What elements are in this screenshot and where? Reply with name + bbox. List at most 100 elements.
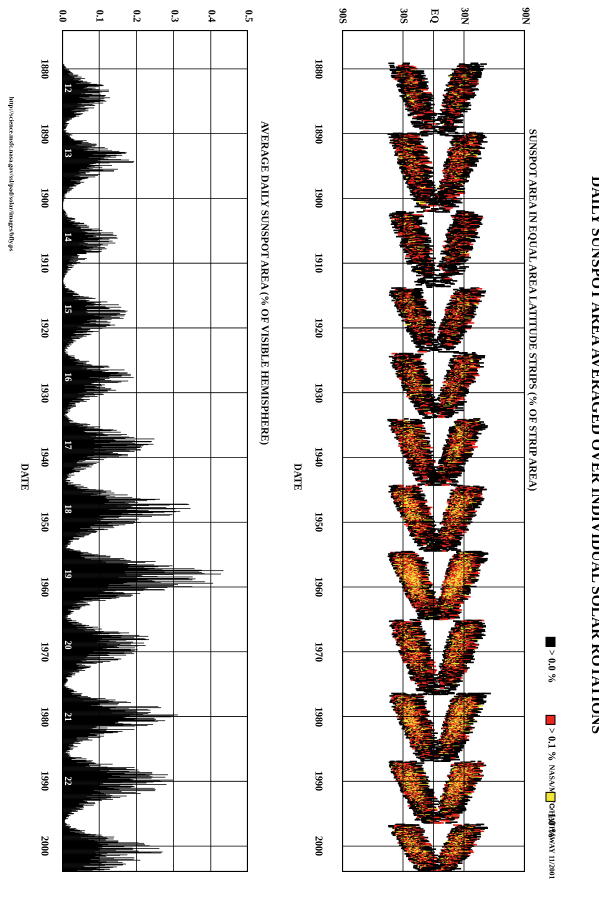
- area-bar: [62, 243, 80, 245]
- area-bar: [62, 136, 71, 137]
- area-bar: [62, 568, 148, 570]
- butterfly-xlabel: DATE: [292, 463, 303, 490]
- area-bar: [62, 574, 127, 576]
- area-bar: [62, 678, 67, 680]
- butterfly-date-tick-label: 1890: [313, 124, 324, 144]
- area-bar: [62, 247, 93, 249]
- area-bar: [62, 170, 115, 172]
- area-bar: [62, 775, 150, 777]
- area-bar: [62, 157, 105, 159]
- cycle-number-label: 18: [63, 505, 73, 514]
- area-bar: [62, 470, 80, 472]
- area-bar: [62, 231, 86, 233]
- area-bar: [62, 173, 86, 174]
- area-bar: [62, 244, 103, 245]
- area-bar: [62, 523, 109, 525]
- area-bar: [62, 595, 131, 597]
- area-bar: [62, 861, 99, 863]
- area-bar: [62, 109, 86, 111]
- area-bar: [62, 820, 65, 822]
- butterfly-frame: [342, 30, 525, 872]
- area-bar: [62, 68, 65, 70]
- area-bar: [62, 587, 148, 589]
- area-bar: [62, 736, 78, 738]
- area-bar: [62, 448, 137, 449]
- area-bar: [62, 182, 81, 184]
- area-bar: [62, 759, 86, 761]
- area-bar: [62, 422, 77, 424]
- area-bar: [62, 381, 97, 382]
- area-bar: [62, 654, 127, 656]
- area-bar: [62, 859, 141, 861]
- area-bar: [62, 190, 71, 191]
- area-bar: [62, 405, 69, 407]
- area-bar: [62, 637, 103, 639]
- area-bar: [62, 634, 140, 636]
- area-bar: [62, 790, 99, 792]
- area-bar: [62, 115, 80, 117]
- area-bar: [62, 345, 70, 347]
- area-bar: [62, 747, 69, 749]
- area-bar: [62, 467, 75, 469]
- area-bar: [62, 623, 82, 625]
- area-bar: [62, 858, 134, 860]
- area-bar: [62, 591, 105, 592]
- area-bar: [62, 547, 67, 549]
- area-bar: [62, 380, 112, 381]
- legend-swatch-red: [546, 714, 556, 725]
- area-bar: [62, 815, 69, 817]
- area-bar: [62, 501, 136, 503]
- area-bar: [62, 853, 108, 854]
- area-bar: [62, 817, 66, 819]
- area-bar: [62, 784, 167, 785]
- area-bar: [62, 122, 66, 123]
- area-bar: [62, 163, 94, 165]
- area-bar: [62, 296, 84, 297]
- area-bar: [62, 82, 92, 84]
- area-bar: [62, 276, 65, 278]
- area-bar: [62, 765, 101, 766]
- area-bar: [62, 822, 66, 824]
- area-bar: [62, 797, 112, 799]
- area-bar: [62, 465, 90, 467]
- area-bar: [62, 787, 155, 789]
- area-bar: [62, 76, 82, 78]
- area-bar: [62, 479, 66, 480]
- area-bar: [62, 660, 82, 661]
- area-bar: [62, 580, 153, 582]
- area-bar: [62, 315, 95, 316]
- area-bar: [62, 251, 101, 253]
- area-bar: [62, 326, 107, 327]
- area-bar: [62, 360, 90, 362]
- area-bar: [62, 235, 94, 237]
- area-bar: [62, 332, 76, 334]
- area-bar: [62, 468, 74, 469]
- area-bar: [62, 359, 80, 361]
- area-bar: [62, 354, 69, 355]
- area-bar: [62, 453, 119, 454]
- area-bar: [62, 221, 75, 223]
- area-bar: [62, 291, 75, 293]
- area-bar: [62, 689, 73, 691]
- butterfly-title: SUNSPOT AREA IN EQUAL AREA LATITUDE STRI…: [527, 129, 538, 491]
- area-bar: [62, 672, 73, 674]
- butterfly-date-tick-label: 1980: [313, 707, 324, 727]
- area-bar: [62, 817, 67, 819]
- area-bar: [62, 633, 121, 634]
- area-bar: [62, 496, 133, 498]
- area-bar: [62, 96, 90, 98]
- area-bar: [62, 724, 154, 725]
- area-bar: [62, 423, 80, 424]
- area-bar: [62, 343, 71, 344]
- area-bar: [62, 316, 120, 318]
- area-bar: [62, 375, 122, 377]
- area-bar: [62, 237, 88, 239]
- area-bar: [62, 185, 77, 186]
- area-bar: [62, 239, 84, 241]
- area-bar: [62, 569, 202, 571]
- area-bar: [62, 176, 80, 177]
- area-bar: [62, 149, 95, 150]
- area-bar: [62, 317, 105, 319]
- area-bar: [62, 630, 96, 631]
- area-bar: [62, 219, 75, 220]
